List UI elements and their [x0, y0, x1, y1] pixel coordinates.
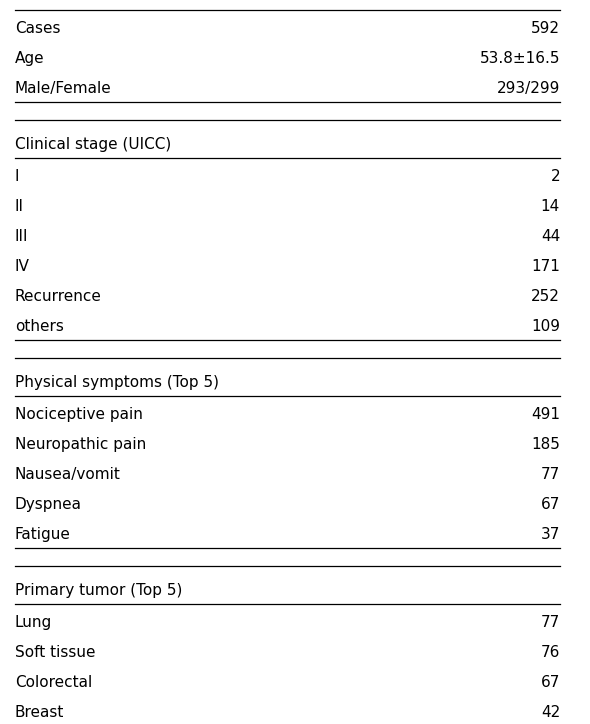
Text: II: II [15, 199, 24, 214]
Text: 592: 592 [531, 21, 560, 36]
Text: Nociceptive pain: Nociceptive pain [15, 407, 143, 422]
Text: 171: 171 [531, 259, 560, 274]
Text: Physical symptoms (Top 5): Physical symptoms (Top 5) [15, 375, 219, 390]
Text: 293/299: 293/299 [497, 81, 560, 96]
Text: 42: 42 [541, 705, 560, 720]
Text: Male/Female: Male/Female [15, 81, 112, 96]
Text: 77: 77 [541, 615, 560, 630]
Text: 76: 76 [540, 645, 560, 660]
Text: Dyspnea: Dyspnea [15, 497, 82, 512]
Text: Fatigue: Fatigue [15, 527, 71, 542]
Text: Age: Age [15, 51, 45, 66]
Text: 14: 14 [541, 199, 560, 214]
Text: 44: 44 [541, 229, 560, 244]
Text: Neuropathic pain: Neuropathic pain [15, 437, 146, 452]
Text: IV: IV [15, 259, 30, 274]
Text: 2: 2 [550, 169, 560, 184]
Text: 109: 109 [531, 319, 560, 334]
Text: Colorectal: Colorectal [15, 675, 92, 690]
Text: Recurrence: Recurrence [15, 289, 102, 304]
Text: 491: 491 [531, 407, 560, 422]
Text: Clinical stage (UICC): Clinical stage (UICC) [15, 137, 171, 152]
Text: Lung: Lung [15, 615, 53, 630]
Text: Cases: Cases [15, 21, 61, 36]
Text: 67: 67 [540, 675, 560, 690]
Text: 67: 67 [540, 497, 560, 512]
Text: Primary tumor (Top 5): Primary tumor (Top 5) [15, 583, 182, 598]
Text: 77: 77 [541, 467, 560, 482]
Text: I: I [15, 169, 19, 184]
Text: Soft tissue: Soft tissue [15, 645, 96, 660]
Text: Nausea/vomit: Nausea/vomit [15, 467, 121, 482]
Text: 53.8±16.5: 53.8±16.5 [480, 51, 560, 66]
Text: 185: 185 [531, 437, 560, 452]
Text: III: III [15, 229, 28, 244]
Text: 37: 37 [540, 527, 560, 542]
Text: Breast: Breast [15, 705, 64, 720]
Text: others: others [15, 319, 64, 334]
Text: 252: 252 [531, 289, 560, 304]
